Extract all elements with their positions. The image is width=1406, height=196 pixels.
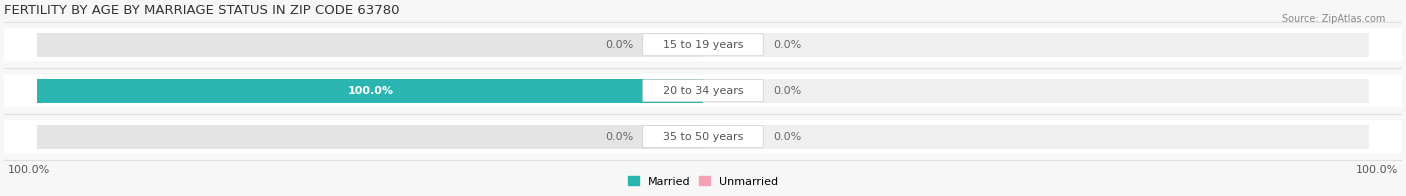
Bar	[38, 79, 703, 103]
Text: Source: ZipAtlas.com: Source: ZipAtlas.com	[1281, 14, 1385, 24]
FancyBboxPatch shape	[643, 126, 763, 148]
Text: 35 to 50 years: 35 to 50 years	[662, 132, 744, 142]
Text: 0.0%: 0.0%	[773, 132, 801, 142]
FancyBboxPatch shape	[4, 74, 1402, 107]
Text: 0.0%: 0.0%	[773, 40, 801, 50]
Bar	[38, 125, 703, 149]
Text: 0.0%: 0.0%	[773, 86, 801, 96]
Text: 100.0%: 100.0%	[7, 165, 49, 175]
Bar	[703, 125, 1368, 149]
FancyBboxPatch shape	[643, 34, 763, 56]
Bar	[703, 33, 1368, 57]
Text: FERTILITY BY AGE BY MARRIAGE STATUS IN ZIP CODE 63780: FERTILITY BY AGE BY MARRIAGE STATUS IN Z…	[4, 4, 399, 17]
Legend: Married, Unmarried: Married, Unmarried	[623, 172, 783, 191]
Text: 0.0%: 0.0%	[605, 40, 633, 50]
FancyBboxPatch shape	[4, 120, 1402, 153]
Text: 0.0%: 0.0%	[605, 132, 633, 142]
FancyBboxPatch shape	[4, 28, 1402, 61]
Bar	[38, 33, 703, 57]
Text: 20 to 34 years: 20 to 34 years	[662, 86, 744, 96]
Text: 100.0%: 100.0%	[1357, 165, 1399, 175]
Text: 15 to 19 years: 15 to 19 years	[662, 40, 744, 50]
FancyBboxPatch shape	[643, 80, 763, 102]
Text: 100.0%: 100.0%	[347, 86, 394, 96]
Bar	[703, 79, 1368, 103]
Bar	[38, 79, 703, 103]
